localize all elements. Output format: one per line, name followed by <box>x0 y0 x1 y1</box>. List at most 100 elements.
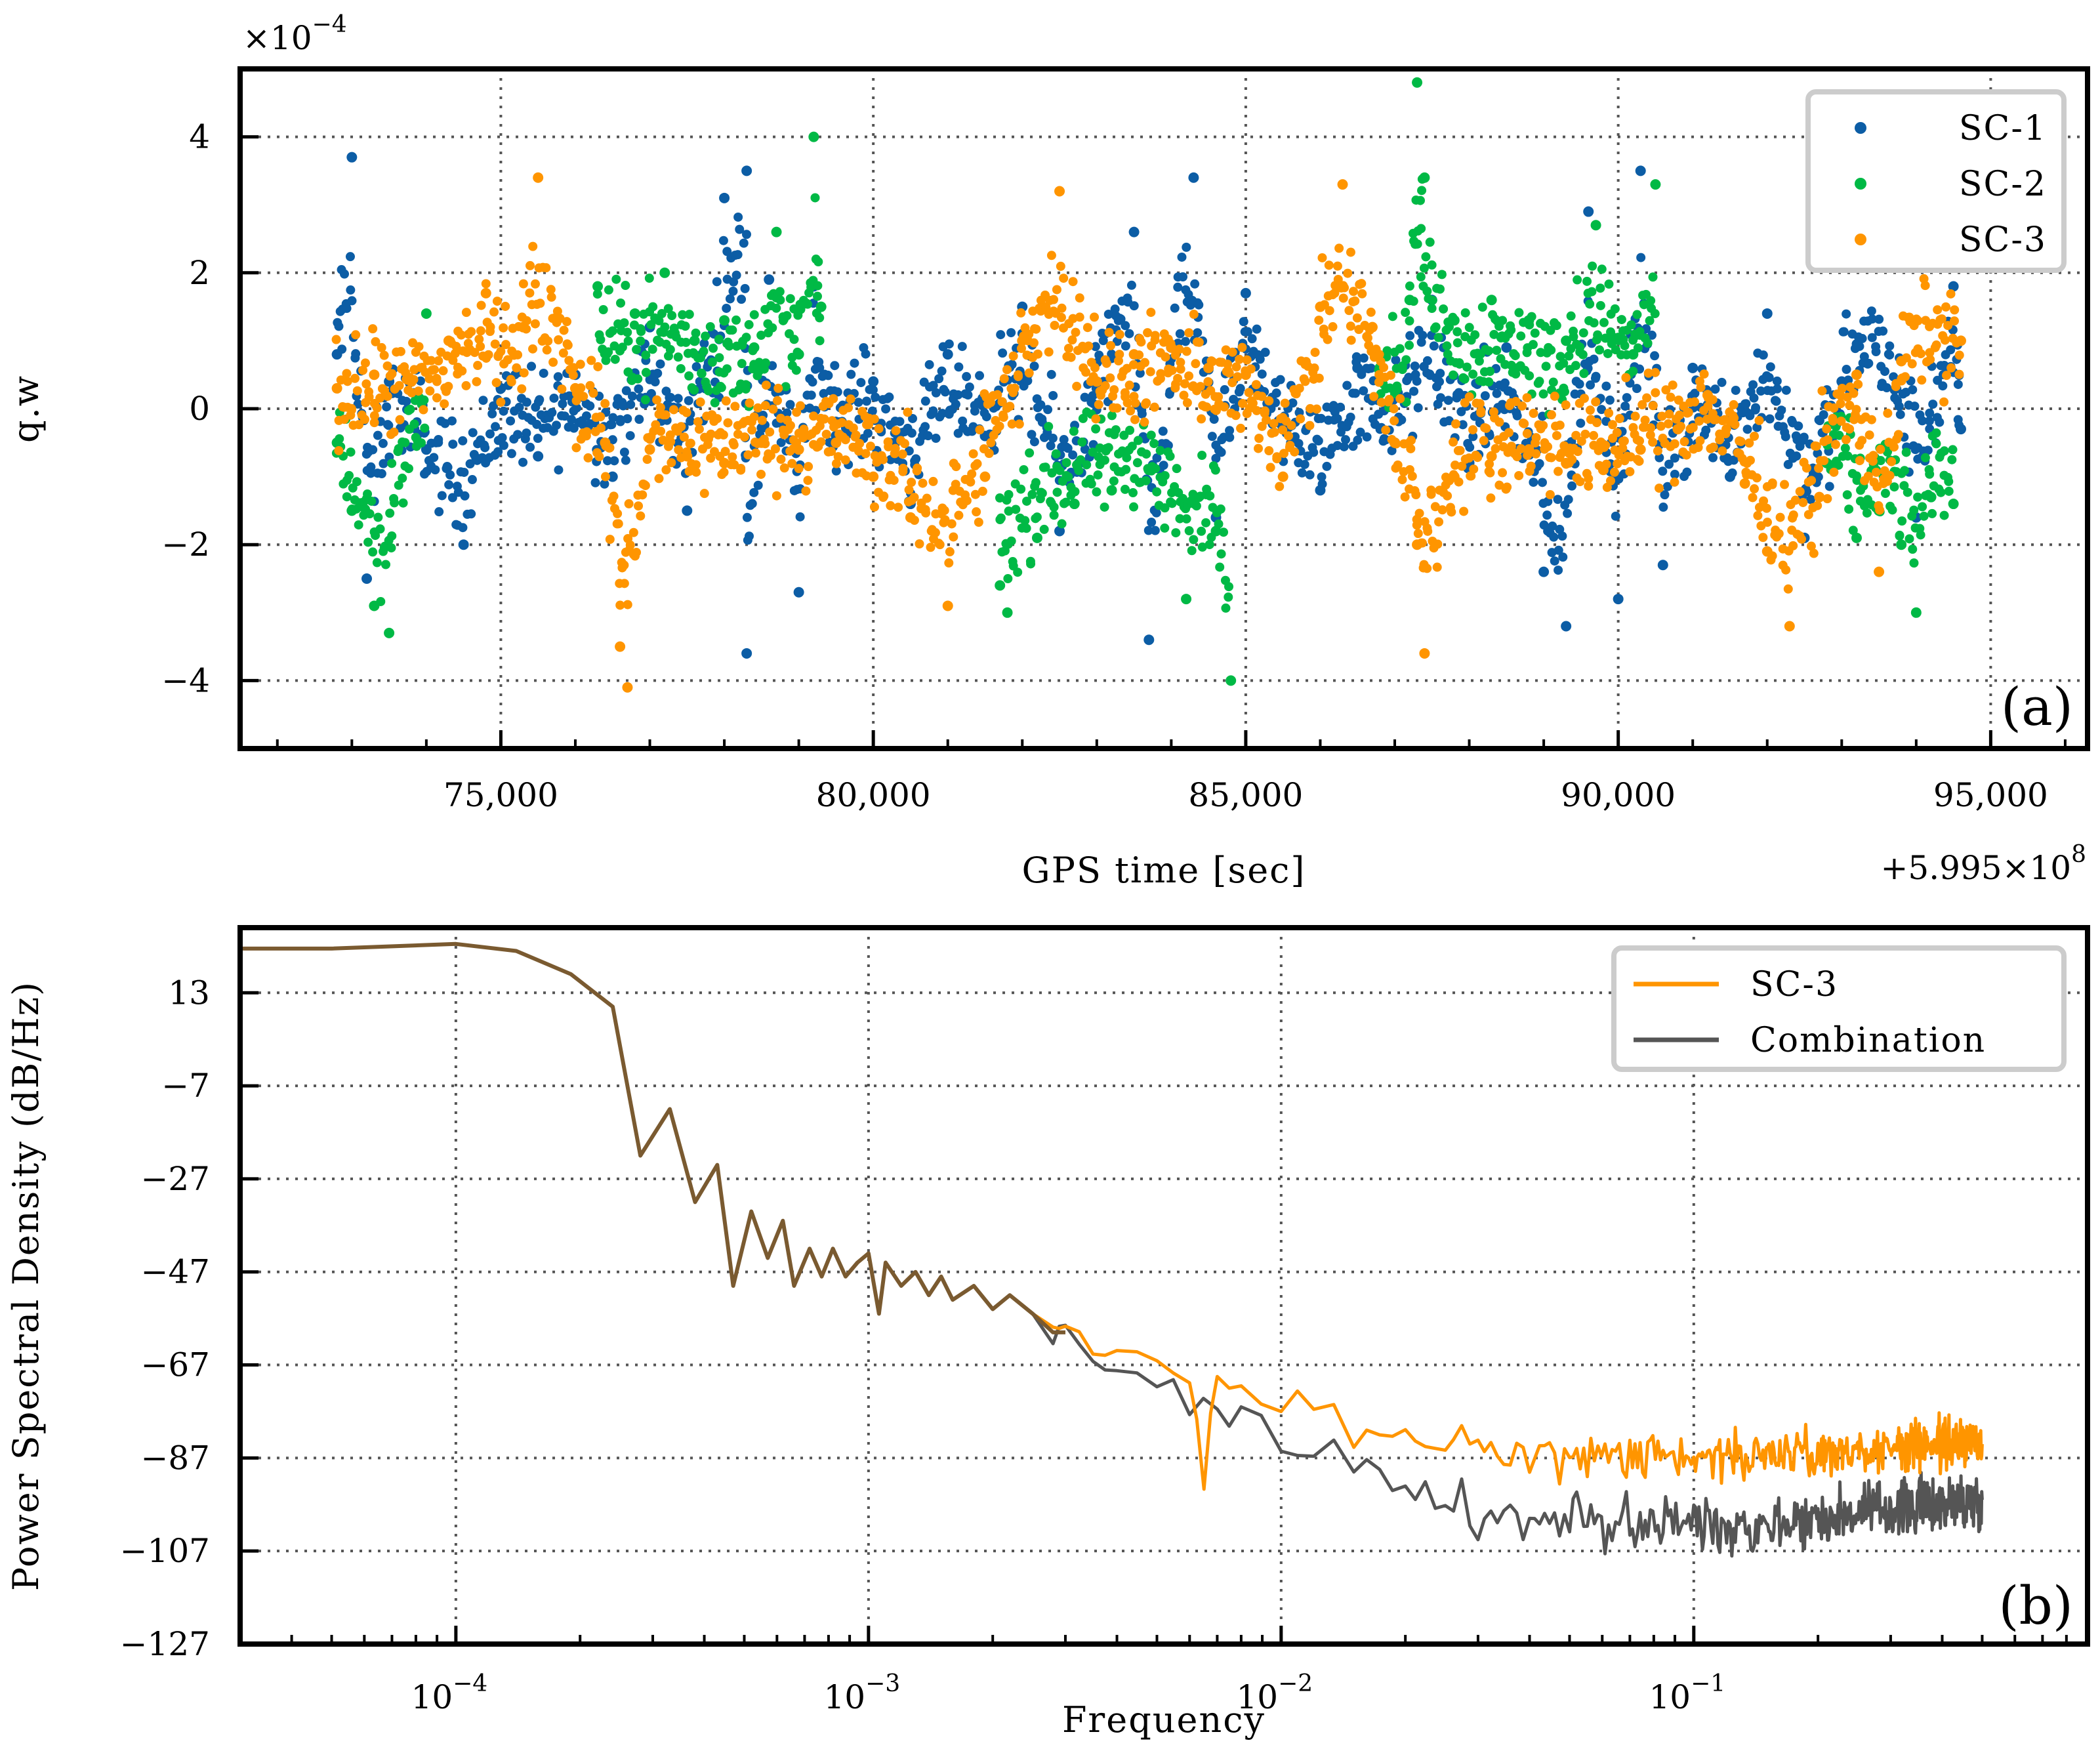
scatter-point <box>1082 460 1092 470</box>
scatter-point <box>1011 505 1021 514</box>
scatter-point <box>331 349 342 360</box>
scatter-point <box>1031 478 1040 487</box>
scatter-point <box>579 392 588 402</box>
scatter-point <box>563 340 573 350</box>
scatter-point <box>1109 385 1119 395</box>
scatter-point <box>421 308 432 319</box>
scatter-point <box>585 381 595 390</box>
scatter-point <box>1203 362 1214 373</box>
scatter-point <box>1699 369 1709 379</box>
y-scale-exponent: −4 <box>312 11 347 38</box>
scatter-point <box>1146 308 1156 318</box>
scatter-point <box>1405 340 1414 350</box>
scatter-point <box>1023 376 1033 386</box>
scatter-point <box>549 393 559 403</box>
scatter-point <box>1931 439 1941 449</box>
scatter-point <box>1194 300 1204 310</box>
scatter-point <box>803 476 813 485</box>
scatter-point <box>405 404 415 414</box>
scatter-point <box>583 453 593 463</box>
scatter-point <box>490 339 500 349</box>
scatter-point <box>1620 340 1630 350</box>
scatter-point <box>731 270 741 280</box>
scatter-point <box>466 509 476 519</box>
scatter-point <box>528 344 538 354</box>
scatter-point <box>1876 456 1885 466</box>
scatter-point <box>744 531 754 541</box>
scatter-point <box>1559 387 1569 397</box>
scatter-point <box>739 238 749 248</box>
scatter-point <box>1197 526 1206 536</box>
scatter-point <box>1191 359 1201 369</box>
scatter-point <box>728 325 737 335</box>
scatter-point <box>473 361 483 371</box>
scatter-point <box>1939 510 1949 520</box>
scatter-point <box>1885 341 1895 351</box>
scatter-point <box>765 427 775 437</box>
scatter-point <box>400 438 410 447</box>
scatter-point <box>1607 420 1617 430</box>
scatter-point <box>714 353 724 363</box>
scatter-point <box>1480 391 1490 401</box>
scatter-point <box>1460 308 1470 318</box>
scatter-point <box>1749 393 1759 403</box>
scatter-point <box>634 384 644 394</box>
scatter-point <box>1143 634 1155 646</box>
scatter-point <box>1220 385 1229 395</box>
scatter-point <box>588 388 598 398</box>
scatter-point <box>1731 385 1740 395</box>
scatter-point <box>749 342 760 353</box>
scatter-point <box>794 464 804 474</box>
scatter-point <box>1655 484 1664 493</box>
scatter-point <box>710 398 720 407</box>
scatter-point <box>714 335 724 344</box>
scatter-point <box>1859 352 1869 361</box>
scatter-point <box>1653 446 1662 456</box>
panel-b-x-axis-label: Frequency <box>1062 1699 1266 1741</box>
scatter-point <box>1824 482 1834 491</box>
scatter-point <box>350 373 360 383</box>
scatter-point <box>334 321 344 331</box>
scatter-point <box>1636 253 1646 262</box>
scatter-point <box>1427 260 1437 270</box>
scatter-point <box>1775 512 1785 522</box>
scatter-point <box>499 440 508 450</box>
scatter-point <box>1381 425 1391 435</box>
scatter-point <box>1046 441 1056 451</box>
scatter-point <box>1155 445 1165 455</box>
scatter-point <box>1561 335 1572 346</box>
scatter-point <box>1294 383 1304 393</box>
scatter-point <box>1054 186 1065 197</box>
scatter-point <box>1369 392 1379 402</box>
scatter-point <box>644 274 654 283</box>
scatter-point <box>1761 503 1771 513</box>
scatter-point <box>661 410 670 420</box>
scatter-point <box>379 350 389 360</box>
scatter-point <box>1578 350 1588 360</box>
scatter-point <box>1029 361 1039 371</box>
scatter-point <box>1300 377 1310 386</box>
scatter-point <box>996 330 1006 340</box>
scatter-point <box>457 330 466 340</box>
scatter-point <box>1688 422 1698 432</box>
scatter-point <box>1437 505 1447 515</box>
scatter-point <box>1819 410 1828 420</box>
scatter-point <box>1233 372 1243 382</box>
scatter-point <box>1275 375 1285 384</box>
scatter-point <box>1679 437 1689 447</box>
scatter-point <box>1416 337 1426 347</box>
scatter-point <box>636 511 646 521</box>
scatter-point <box>1074 466 1084 476</box>
scatter-point <box>1013 567 1023 577</box>
scatter-point <box>1010 383 1019 393</box>
scatter-point <box>1181 337 1191 346</box>
scatter-point <box>768 404 778 414</box>
scatter-point <box>1417 186 1427 196</box>
scatter-point <box>724 341 734 351</box>
scatter-point <box>1750 484 1760 494</box>
scatter-point <box>617 342 627 352</box>
scatter-point <box>1350 388 1360 398</box>
scatter-point <box>1179 390 1189 400</box>
scatter-point <box>372 403 382 413</box>
scatter-point <box>676 363 686 373</box>
